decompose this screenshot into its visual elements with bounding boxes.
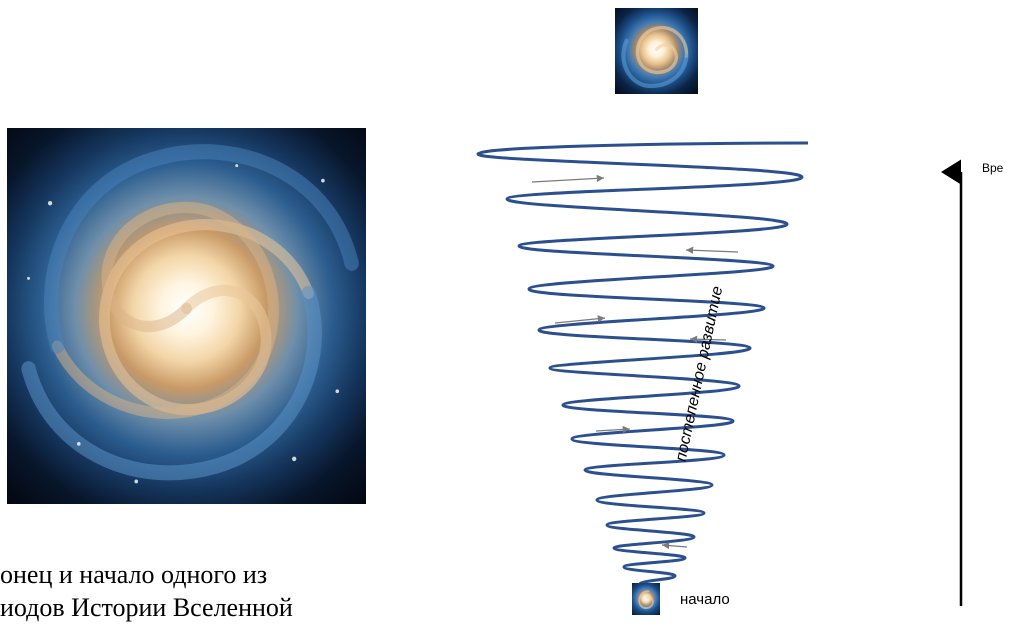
caption-line-2: иодов Истории Вселенной <box>0 593 293 622</box>
arrow-right-2 <box>554 315 606 324</box>
arrow-right-1 <box>531 174 605 183</box>
spiral-line <box>476 141 809 588</box>
caption-line-1: онец и начало одного из <box>0 560 268 589</box>
arrow-left-2 <box>689 335 727 343</box>
galaxy-image-top <box>615 8 698 94</box>
label-time: Вре <box>982 161 1004 175</box>
direction-arrows <box>531 174 739 550</box>
galaxy-image-bottom <box>632 583 660 615</box>
arrow-left-3 <box>661 541 688 550</box>
caption: онец и начало одного из иодов Истории Вс… <box>0 558 400 624</box>
galaxy-image-large <box>7 128 366 504</box>
arrow-right-3 <box>595 425 631 434</box>
label-start: начало <box>680 591 730 608</box>
arrow-left-1 <box>685 246 739 254</box>
